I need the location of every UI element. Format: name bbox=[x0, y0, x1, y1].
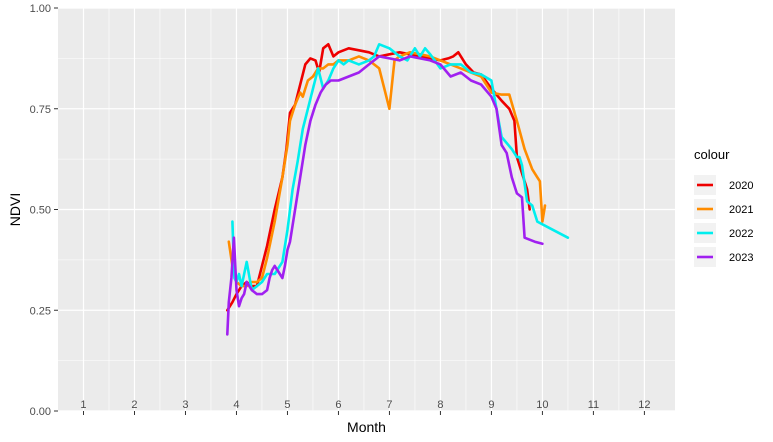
legend-label-2023: 2023 bbox=[729, 252, 753, 264]
x-axis-title: Month bbox=[347, 419, 386, 435]
x-tick-label: 4 bbox=[233, 399, 239, 411]
x-tick-label: 12 bbox=[638, 399, 650, 411]
x-tick-label: 2 bbox=[131, 399, 137, 411]
series-line-2021 bbox=[227, 50, 547, 288]
x-tick-label: 11 bbox=[588, 399, 599, 411]
x-tick-label: 1 bbox=[80, 399, 86, 411]
legend-label-2022: 2022 bbox=[729, 228, 753, 240]
legend-title: colour bbox=[694, 147, 730, 162]
y-tick-label: 0.25 bbox=[30, 305, 51, 317]
x-tick-label: 3 bbox=[182, 399, 188, 411]
x-tick-label: 8 bbox=[437, 399, 443, 411]
axes: 0.000.250.500.751.001 2 3 4 5 6 7 8 9 10 11 12 bbox=[30, 3, 651, 418]
x-tick-label: 7 bbox=[386, 399, 392, 411]
major-gridlines bbox=[58, 7, 675, 412]
series-line-2023 bbox=[226, 55, 544, 336]
legend-items: 2020 2021 2022 2023 bbox=[694, 175, 753, 267]
x-tick-label: 5 bbox=[284, 399, 290, 411]
y-axis-title: NDVI bbox=[7, 193, 23, 226]
legend-label-2021: 2021 bbox=[729, 204, 753, 216]
x-tick-label: 9 bbox=[488, 399, 494, 411]
legend-label-2020: 2020 bbox=[729, 180, 753, 192]
x-tick-label: 6 bbox=[335, 399, 341, 411]
x-tick-label: 10 bbox=[536, 399, 548, 411]
series-lines bbox=[226, 42, 570, 336]
y-tick-label: 1.00 bbox=[30, 3, 51, 15]
legend: colour 2020 2021 2022 2023 bbox=[694, 147, 753, 267]
y-tick-label: 0.75 bbox=[30, 104, 51, 116]
series-line-2020 bbox=[226, 42, 532, 312]
y-tick-label: 0.50 bbox=[30, 205, 51, 217]
series-line-2022 bbox=[231, 42, 570, 292]
y-tick-label: 0.00 bbox=[30, 406, 51, 418]
